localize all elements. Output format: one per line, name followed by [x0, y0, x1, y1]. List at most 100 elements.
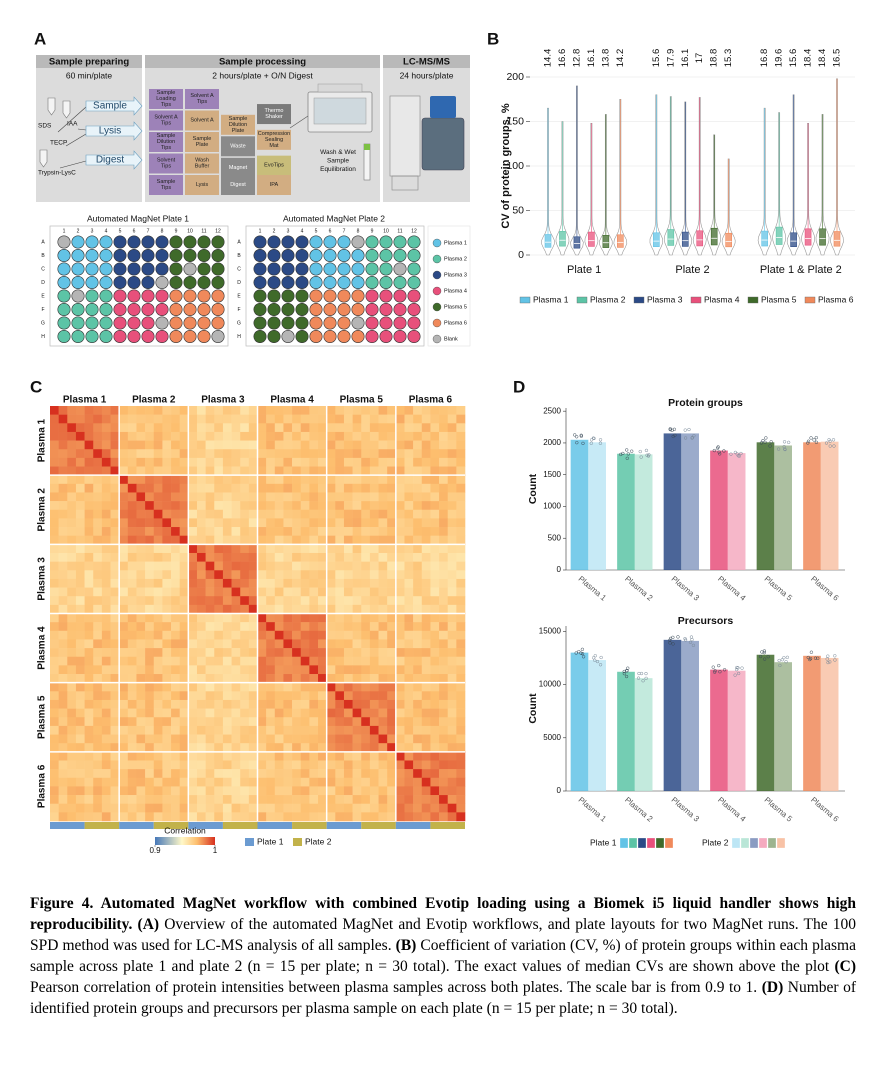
well	[295, 302, 309, 316]
deck-label: Sample Dilution Plate	[229, 116, 248, 134]
heatmap-cell	[196, 544, 206, 554]
heatmap-cell	[84, 440, 94, 450]
heatmap-cell	[145, 699, 155, 709]
heatmap-cell	[266, 751, 276, 761]
heatmap-cell	[309, 552, 319, 562]
heatmap-cell	[430, 760, 440, 770]
heatmap-cell	[196, 656, 206, 666]
heatmap-cell	[179, 587, 189, 597]
heatmap-cell	[352, 743, 362, 753]
heatmap-cell	[430, 803, 440, 813]
heatmap-cell	[136, 639, 146, 649]
heatmap-cell	[257, 449, 267, 459]
well	[183, 289, 197, 303]
heatmap-cell	[93, 570, 103, 580]
heatmap-cell	[378, 587, 388, 597]
heatmap-cell	[413, 570, 423, 580]
sample-point	[716, 445, 720, 449]
heatmap-cell	[309, 578, 319, 588]
heatmap-cell	[395, 795, 405, 805]
plate-row-label: F	[41, 307, 44, 313]
heatmap-cell	[430, 570, 440, 580]
heatmap-cell	[153, 734, 163, 744]
heatmap-cell	[369, 501, 379, 511]
heatmap-cell	[266, 665, 276, 675]
heatmap-cell	[205, 674, 215, 683]
heatmap-cell	[93, 622, 103, 632]
heatmap-cell	[58, 604, 68, 614]
heatmap-cell	[240, 509, 250, 519]
heatmap-cell	[318, 414, 327, 424]
heatmap-cell	[136, 544, 146, 554]
heatmap-cell	[343, 751, 353, 761]
heatmap-cell	[395, 449, 405, 459]
heatmap-cell	[343, 604, 353, 614]
heatmap-cell	[283, 769, 293, 779]
heatmap-cell	[378, 414, 388, 424]
plate-column-label: 5	[119, 228, 122, 234]
heatmap-cell	[84, 423, 94, 433]
heatmap-cell	[145, 613, 155, 623]
heatmap-cell	[421, 475, 431, 485]
heatmap-cell	[162, 795, 172, 805]
heatmap-cell	[300, 691, 310, 701]
heatmap-cell	[171, 414, 180, 424]
heatmap-cell	[196, 518, 206, 528]
heatmap-cell	[378, 535, 388, 545]
heatmap-cell	[119, 795, 129, 805]
heatmap-cell	[421, 674, 431, 683]
heatmap-cell	[50, 734, 59, 744]
heatmap-cell	[136, 648, 146, 658]
heatmap-cell	[162, 587, 172, 597]
heatmap-cell	[101, 786, 111, 796]
heatmap-cell	[283, 682, 293, 692]
well	[127, 249, 141, 263]
y-tick-label: 2000	[543, 438, 561, 447]
heatmap-cell	[188, 613, 198, 623]
heatmap-cell	[395, 604, 405, 614]
well	[253, 302, 267, 316]
heatmap-cell	[447, 509, 457, 519]
sample-point	[593, 658, 597, 662]
heatmap-cell	[266, 604, 276, 614]
heatmap-cell	[369, 509, 379, 519]
caption-panel-label: (B)	[395, 937, 417, 954]
well	[337, 235, 351, 249]
deck-label-line: Lysis	[196, 182, 209, 188]
heatmap-cell	[309, 449, 319, 459]
heatmap-cell	[93, 812, 103, 822]
plate-title: Automated MagNet Plate 1	[87, 213, 189, 223]
legend-swatch	[432, 318, 442, 328]
heatmap-cell	[240, 674, 250, 683]
heatmap-cell	[404, 604, 414, 614]
box	[819, 228, 826, 246]
panel-label: A	[34, 29, 46, 48]
heatmap-cell	[119, 639, 129, 649]
well	[295, 316, 309, 330]
heatmap-cell	[231, 570, 241, 580]
heatmap-cell	[58, 682, 68, 692]
heatmap-cell	[136, 665, 146, 675]
heatmap-cell	[171, 708, 180, 718]
heatmap-cell	[257, 492, 267, 502]
heatmap-cell	[171, 406, 180, 415]
caption: Figure 4. Automated MagNet workflow with…	[30, 893, 856, 1019]
heatmap-cell	[318, 760, 327, 770]
heatmap-cell	[352, 665, 362, 675]
heatmap-cell	[50, 492, 59, 502]
bar	[634, 678, 653, 791]
y-tick-label: 0	[557, 565, 562, 574]
heatmap-cell	[335, 604, 345, 614]
heatmap-cell	[257, 743, 267, 753]
heatmap-cell	[369, 596, 379, 606]
heatmap-cell	[387, 544, 397, 554]
well	[379, 289, 393, 303]
heatmap-cell	[413, 639, 423, 649]
heatmap-cell	[326, 604, 336, 614]
heatmap-cell	[75, 570, 85, 580]
heatmap-cell	[439, 544, 449, 554]
deck-position	[149, 110, 183, 131]
heatmap-cell	[231, 803, 241, 813]
heatmap-cell	[101, 665, 111, 675]
heatmap-cell	[300, 440, 310, 450]
